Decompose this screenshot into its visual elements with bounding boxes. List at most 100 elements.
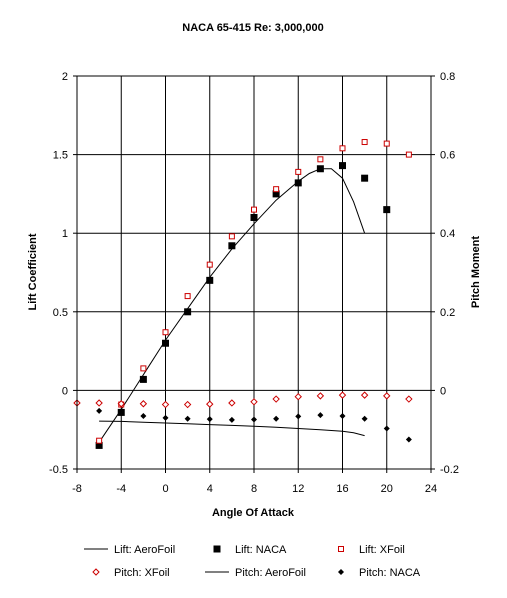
legend-label: Pitch: XFoil (114, 567, 170, 579)
legend-swatch-marker (338, 546, 344, 552)
data-point-pitch-xfoil (206, 400, 214, 408)
data-point-pitch-naca (184, 415, 191, 422)
data-point-lift-xfoil (184, 293, 191, 300)
data-point-pitch-xfoil (338, 391, 347, 399)
y2-tick-label: 0.4 (440, 228, 455, 240)
y-tick-label: 1 (62, 228, 68, 240)
x-tick-label: 24 (425, 483, 437, 495)
x-tick-label: 0 (162, 483, 168, 495)
data-point-lift-naca (294, 179, 302, 187)
data-point-lift-naca (206, 276, 214, 284)
chart-title: NACA 65-415 Re: 3,000,000 (182, 22, 323, 34)
data-point-lift-xfoil (96, 437, 103, 444)
y-tick-label: 0 (62, 385, 68, 397)
data-point-pitch-naca (273, 415, 280, 422)
data-point-pitch-naca (140, 412, 147, 419)
x-tick-label: 16 (336, 483, 348, 495)
y2-tick-label: 0 (440, 385, 446, 397)
data-point-lift-naca (272, 190, 280, 198)
x-tick-label: 12 (292, 483, 304, 495)
data-point-pitch-xfoil (139, 400, 148, 408)
data-point-lift-xfoil (273, 186, 280, 193)
series-lift-naca (95, 162, 391, 449)
legend-item-pitch-xfoil: Pitch: XFoil (92, 567, 170, 579)
legend-label: Pitch: NACA (359, 567, 421, 579)
data-point-pitch-naca (361, 415, 368, 422)
legend-item-pitch-aerofoil: Pitch: AeroFoil (205, 567, 306, 579)
data-point-lift-xfoil (317, 156, 324, 163)
data-point-lift-xfoil (251, 206, 257, 213)
legend-label: Pitch: AeroFoil (235, 567, 306, 579)
series-lift-aerofoil (98, 168, 366, 443)
data-point-lift-xfoil (383, 140, 390, 147)
data-point-pitch-naca (228, 416, 235, 423)
y2-tick-label: -0.2 (440, 464, 459, 476)
data-point-pitch-naca (405, 436, 412, 443)
data-point-pitch-naca (383, 425, 390, 432)
data-point-lift-naca (339, 162, 346, 170)
data-point-lift-naca (139, 375, 147, 383)
x-tick-label: -4 (116, 483, 126, 495)
series-line-lift-aerofoil (98, 168, 366, 443)
data-point-lift-xfoil (206, 261, 213, 268)
data-point-pitch-xfoil (250, 398, 258, 406)
x-tick-label: -8 (72, 483, 82, 495)
x-tick-label: 8 (251, 483, 257, 495)
data-point-lift-xfoil (295, 168, 302, 175)
data-point-pitch-xfoil (294, 392, 302, 401)
legend: Lift: AeroFoil Lift: NACA Lift: XFoil Pitch… (84, 544, 421, 579)
tick-labels: -8 -4 0 4 8 12 16 20 24 -0.5 0 0.5 1 1.5 2 -0.2 0 0.2 0.4 0… (49, 71, 459, 495)
data-point-pitch-xfoil (161, 400, 170, 409)
data-point-lift-xfoil (228, 233, 235, 240)
data-point-lift-xfoil (162, 329, 169, 336)
y-tick-label: 0.5 (53, 307, 68, 319)
data-point-pitch-naca (251, 416, 257, 423)
y-axis-title: Lift Coefficient (27, 233, 39, 310)
data-point-lift-xfoil (405, 151, 412, 158)
legend-label: Lift: AeroFoil (114, 544, 175, 556)
y-tick-label: -0.5 (49, 464, 68, 476)
legend-label: Lift: XFoil (359, 544, 405, 556)
y2-axis-title: Pitch Moment (470, 236, 482, 308)
data-point-lift-xfoil (140, 365, 147, 372)
data-point-pitch-xfoil (183, 400, 192, 409)
data-point-pitch-naca (295, 413, 302, 420)
series-pitch-xfoil (73, 391, 413, 409)
x-tick-label: 20 (381, 483, 393, 495)
x-axis-title: Angle Of Attack (212, 507, 295, 519)
data-point-pitch-naca (317, 412, 324, 419)
data-point-pitch-naca (96, 407, 103, 414)
data-point-pitch-xfoil (272, 395, 280, 403)
y2-tick-label: 0.8 (440, 71, 455, 83)
y-tick-label: 2 (62, 71, 68, 83)
legend-swatch-marker (92, 568, 100, 576)
data-point-lift-naca (228, 242, 236, 250)
series-pitch-aerofoil (99, 420, 365, 437)
data-point-lift-naca (383, 206, 391, 214)
data-point-lift-naca (361, 174, 369, 182)
data-point-pitch-naca (162, 414, 169, 421)
series-line-pitch-aerofoil (99, 420, 365, 437)
legend-item-pitch-naca: Pitch: NACA (338, 567, 421, 579)
data-point-pitch-xfoil (360, 391, 369, 399)
data-point-pitch-xfoil (383, 392, 391, 400)
series-lift-xfoil (96, 139, 412, 444)
y2-tick-label: 0.2 (440, 307, 455, 319)
data-point-pitch-xfoil (316, 392, 325, 400)
legend-item-lift-xfoil: Lift: XFoil (338, 544, 405, 556)
y2-tick-label: 0.6 (440, 150, 455, 162)
data-point-pitch-xfoil (95, 399, 103, 407)
y-tick-label: 1.5 (53, 150, 68, 162)
data-point-lift-xfoil (339, 145, 346, 152)
legend-item-lift-naca: Lift: NACA (213, 544, 287, 556)
data-point-pitch-naca (206, 416, 213, 423)
data-point-lift-naca (250, 213, 258, 221)
data-point-lift-naca (162, 339, 169, 347)
plot-frame (73, 75, 435, 473)
legend-swatch-marker (338, 569, 344, 575)
series-layer (73, 139, 413, 449)
data-point-pitch-naca (118, 410, 125, 417)
legend-label: Lift: NACA (235, 544, 287, 556)
